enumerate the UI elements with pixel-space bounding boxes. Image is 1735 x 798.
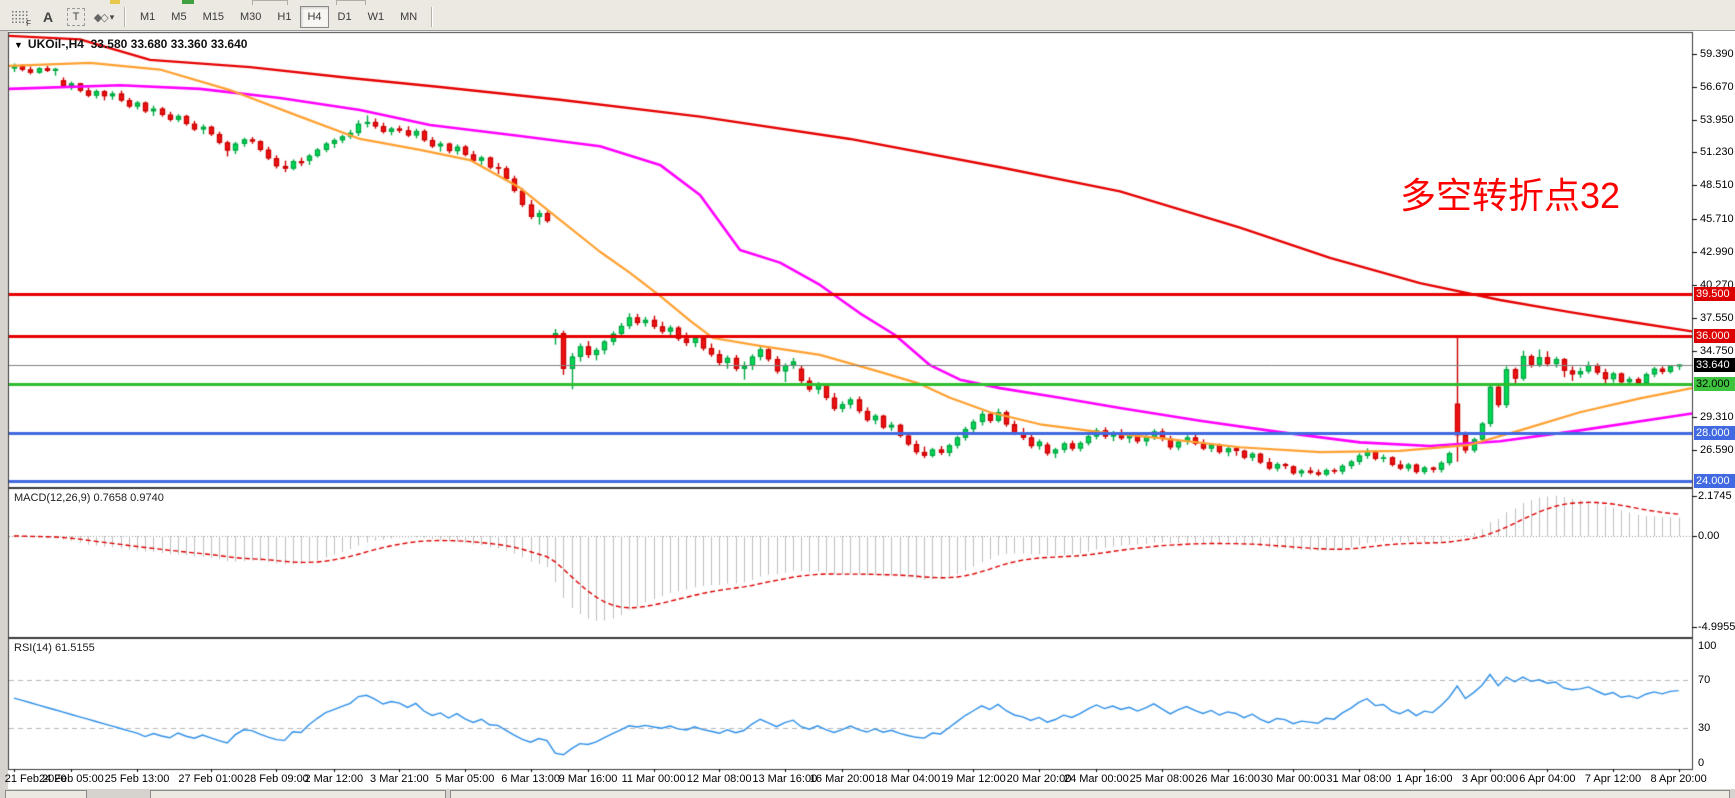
boxed-t-icon: T (67, 8, 85, 26)
price-tag-33.640: 33.640 (1694, 357, 1735, 372)
rsi-axis-tick: 70 (1698, 674, 1711, 687)
time-axis-label: 3 Mar 21:00 (370, 773, 429, 785)
chart-symbol-period: UKOil-,H4 (27, 37, 84, 51)
time-axis-label: 24 Mar 00:00 (1063, 773, 1129, 785)
timeframe-button-M15[interactable]: M15 (202, 11, 224, 23)
price-axis-tick: 34.750 (1700, 345, 1734, 358)
time-axis-label: 5 Mar 05:00 (435, 773, 495, 785)
timeframe-button-D1[interactable]: D1 (337, 11, 352, 23)
toolbar-separator (124, 7, 126, 27)
timeframe-button-MN[interactable]: MN (400, 11, 418, 23)
shapes-icon: ◆◇ (93, 11, 109, 24)
label-tool-button[interactable]: A (35, 5, 61, 29)
toolbar: F A T ◆◇ ▾ M1 M5 M15 M30 H1 H4 D1 W1 MN (0, 0, 1735, 31)
price-axis-tick: 45.710 (1700, 213, 1734, 226)
time-axis-label: 19 Mar 12:00 (940, 773, 1006, 785)
rsi-axis-tick: 0 (1698, 757, 1705, 769)
timeframe-button-H4[interactable]: H4 (300, 6, 329, 28)
timeframe-button-W1[interactable]: W1 (367, 11, 385, 23)
timeframe-button-M1[interactable]: M1 (140, 11, 156, 23)
time-axis-label: 7 Apr 12:00 (1584, 773, 1642, 785)
timeframe-button-H1[interactable]: H1 (277, 11, 292, 23)
time-axis-label: 27 Feb 01:00 (178, 773, 244, 785)
price-tag-24.000: 24.000 (1694, 474, 1735, 489)
grid-f-icon: F (11, 10, 31, 28)
time-axis-label: 20 Mar 20:00 (1006, 773, 1072, 785)
time-axis-label: 31 Mar 08:00 (1326, 773, 1392, 785)
time-axis-label: 28 Feb 09:00 (243, 773, 309, 785)
time-axis-label: 12 Mar 08:00 (686, 773, 752, 785)
price-axis-tick: 37.550 (1700, 311, 1734, 324)
time-axis-label: 13 Mar 16:00 (752, 773, 818, 785)
chart-ohlc-values: 33.580 33.680 33.360 33.640 (90, 37, 248, 51)
chevron-down-icon: ▾ (109, 11, 115, 22)
price-axis-tick: 56.670 (1700, 80, 1734, 93)
chart-annotation-text[interactable]: 多空转折点32 (1400, 175, 1621, 216)
bottom-status-strip (0, 789, 1735, 798)
price-axis-tick: 59.390 (1700, 48, 1734, 60)
time-axis-label: 3 Apr 00:00 (1461, 773, 1519, 785)
toolbar-separator (431, 7, 434, 27)
clipped-status-box (150, 790, 446, 798)
time-axis-label: 25 Feb 13:00 (104, 773, 170, 785)
clipped-status-box (5, 790, 87, 798)
price-axis-tick: 51.230 (1700, 146, 1734, 159)
clipped-toolbar-icon (110, 0, 120, 4)
price-tag-36.000: 36.000 (1694, 329, 1735, 344)
price-axis-tick: 53.950 (1700, 113, 1734, 126)
time-axis-label: 30 Mar 00:00 (1260, 773, 1326, 785)
time-axis-label: 26 Mar 16:00 (1195, 773, 1261, 785)
rsi-indicator-label: RSI(14) 61.5155 (14, 642, 95, 654)
price-axis-tick: 29.310 (1700, 410, 1734, 423)
time-axis-label: 6 Apr 04:00 (1519, 773, 1576, 785)
macd-axis-tick: -4.9955 (1698, 621, 1735, 634)
timeframe-button-M5[interactable]: M5 (171, 11, 187, 23)
clipped-toolbar-box (336, 0, 366, 5)
price-tag-39.500: 39.500 (1694, 286, 1735, 301)
time-axis-label: 25 Mar 08:00 (1129, 773, 1195, 785)
rsi-axis-tick: 100 (1698, 640, 1717, 652)
time-axis-label: 21 Feb 2020 (4, 773, 67, 785)
clipped-status-box (450, 790, 1730, 798)
price-tag-32.000: 32.000 (1694, 377, 1735, 392)
macd-axis-tick: 0.00 (1698, 530, 1720, 542)
price-axis-tick: 26.590 (1700, 443, 1734, 456)
time-axis-label: 9 Mar 16:00 (558, 773, 618, 785)
time-axis-label: 1 Apr 16:00 (1396, 773, 1453, 785)
letter-a-icon: A (42, 9, 54, 25)
timeframe-button-M30[interactable]: M30 (239, 11, 262, 23)
chart-dropdown-triangle-icon[interactable]: ▼ (14, 40, 23, 50)
time-axis-label: 18 Mar 04:00 (875, 773, 941, 785)
price-tag-28.000: 28.000 (1694, 425, 1735, 440)
text-tool-button[interactable]: T (63, 5, 89, 29)
time-axis-label: 6 Mar 13:00 (501, 773, 560, 785)
price-axis-tick: 48.510 (1700, 179, 1734, 192)
clipped-toolbar-box (252, 0, 288, 5)
macd-axis-tick: 2.1745 (1698, 490, 1732, 503)
rsi-axis-tick: 30 (1698, 721, 1711, 734)
time-axis-label: 16 Mar 20:00 (809, 773, 875, 785)
shapes-tool-button[interactable]: ◆◇ ▾ (91, 5, 117, 29)
time-axis-label: 8 Apr 20:00 (1650, 773, 1707, 785)
clipped-toolbar-icon (182, 0, 194, 4)
time-axis-label: 11 Mar 00:00 (621, 773, 686, 785)
time-axis-label: 2 Mar 12:00 (304, 773, 364, 785)
grid-tool-button[interactable]: F (7, 5, 33, 29)
chart-title[interactable]: ▼ UKOil-,H4 33.580 33.680 33.360 33.640 (14, 37, 247, 51)
price-axis-tick: 42.990 (1700, 245, 1734, 258)
time-axis-label: 24 Feb 05:00 (38, 773, 104, 785)
macd-indicator-label: MACD(12,26,9) 0.7658 0.9740 (14, 492, 164, 504)
timeframe-button-group: M1 M5 M15 M30 H1 H4 D1 W1 MN (132, 6, 425, 28)
